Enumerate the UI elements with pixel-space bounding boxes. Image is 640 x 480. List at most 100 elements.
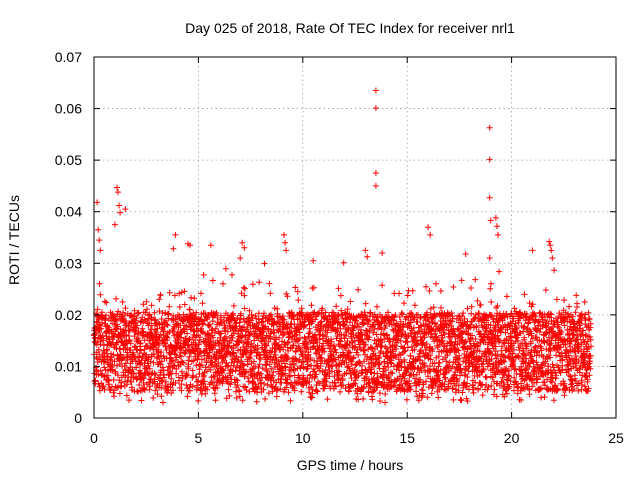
data-point xyxy=(210,334,217,341)
data-point xyxy=(254,333,260,340)
data-point xyxy=(371,337,378,344)
data-point xyxy=(237,316,244,323)
data-point xyxy=(252,363,259,370)
data-point xyxy=(283,384,290,391)
data-point xyxy=(234,382,241,389)
data-point xyxy=(377,398,384,404)
data-point xyxy=(112,316,119,323)
data-point xyxy=(209,346,216,353)
data-point xyxy=(496,268,503,275)
data-point xyxy=(250,358,257,365)
data-point xyxy=(168,357,175,364)
data-point xyxy=(256,361,263,368)
data-point xyxy=(101,386,108,393)
data-point xyxy=(256,355,263,361)
data-point xyxy=(450,284,457,290)
data-point xyxy=(117,351,124,358)
data-point xyxy=(345,350,352,357)
data-point xyxy=(141,346,148,353)
data-point xyxy=(333,349,340,356)
data-point xyxy=(140,301,147,308)
data-point xyxy=(209,277,216,284)
data-point xyxy=(379,339,386,346)
data-point xyxy=(277,386,284,392)
data-point xyxy=(237,255,244,262)
data-point xyxy=(215,360,222,367)
data-point xyxy=(282,370,289,377)
data-point xyxy=(384,332,391,339)
data-point xyxy=(366,334,373,341)
data-point xyxy=(291,362,297,368)
data-point xyxy=(137,347,144,354)
y-tick-label: 0.02 xyxy=(55,307,82,323)
data-point xyxy=(158,349,165,356)
data-point xyxy=(143,306,150,313)
data-point xyxy=(241,292,248,299)
data-point xyxy=(383,322,389,329)
data-point xyxy=(229,271,235,278)
data-point xyxy=(110,376,117,383)
x-tick-label: 5 xyxy=(195,430,203,446)
data-point xyxy=(438,304,444,311)
data-point xyxy=(97,247,104,254)
data-point xyxy=(178,368,185,375)
data-point xyxy=(221,314,228,321)
data-point xyxy=(352,380,359,387)
data-point xyxy=(551,267,558,274)
data-point xyxy=(286,372,292,379)
data-point xyxy=(224,328,231,335)
data-point xyxy=(237,310,244,317)
data-point xyxy=(347,315,354,322)
data-point xyxy=(123,332,130,338)
data-point xyxy=(313,382,320,389)
data-point xyxy=(217,316,224,323)
data-point xyxy=(196,366,203,373)
data-point xyxy=(224,363,231,370)
data-point xyxy=(172,380,179,386)
data-point xyxy=(381,379,388,386)
data-point xyxy=(179,375,186,382)
data-point xyxy=(147,383,153,390)
data-point xyxy=(350,354,357,361)
data-point xyxy=(353,317,359,324)
data-point xyxy=(266,280,273,287)
data-point xyxy=(114,372,121,379)
data-point xyxy=(146,365,153,372)
data-point xyxy=(232,367,239,374)
data-point xyxy=(411,302,418,309)
data-point xyxy=(339,375,346,382)
data-point xyxy=(326,345,333,352)
data-point xyxy=(241,285,248,292)
data-point xyxy=(586,315,593,322)
data-point xyxy=(409,287,416,294)
data-point xyxy=(365,360,372,367)
data-point xyxy=(541,394,548,400)
data-point xyxy=(361,347,368,354)
data-point xyxy=(218,330,225,337)
data-point xyxy=(187,326,194,333)
data-point xyxy=(393,346,400,352)
data-point xyxy=(468,285,474,291)
data-point xyxy=(301,322,308,329)
data-point xyxy=(227,372,234,379)
data-point xyxy=(156,380,163,387)
data-point xyxy=(201,317,208,324)
data-point xyxy=(138,397,145,404)
data-point xyxy=(482,373,489,380)
y-tick-labels: 0 0.01 0.02 0.03 0.04 0.05 0.06 0.07 xyxy=(55,49,82,426)
data-point xyxy=(574,300,581,307)
data-point xyxy=(514,390,521,397)
data-point xyxy=(381,319,388,326)
data-point xyxy=(273,393,280,400)
data-point xyxy=(202,390,209,397)
data-point xyxy=(220,367,227,374)
data-point xyxy=(181,341,188,348)
data-point xyxy=(131,307,138,314)
data-point xyxy=(195,397,202,404)
data-point xyxy=(137,340,144,347)
data-point xyxy=(373,356,379,362)
data-point xyxy=(186,336,193,342)
data-point xyxy=(207,242,214,249)
data-point xyxy=(288,380,295,386)
data-point xyxy=(374,303,380,310)
